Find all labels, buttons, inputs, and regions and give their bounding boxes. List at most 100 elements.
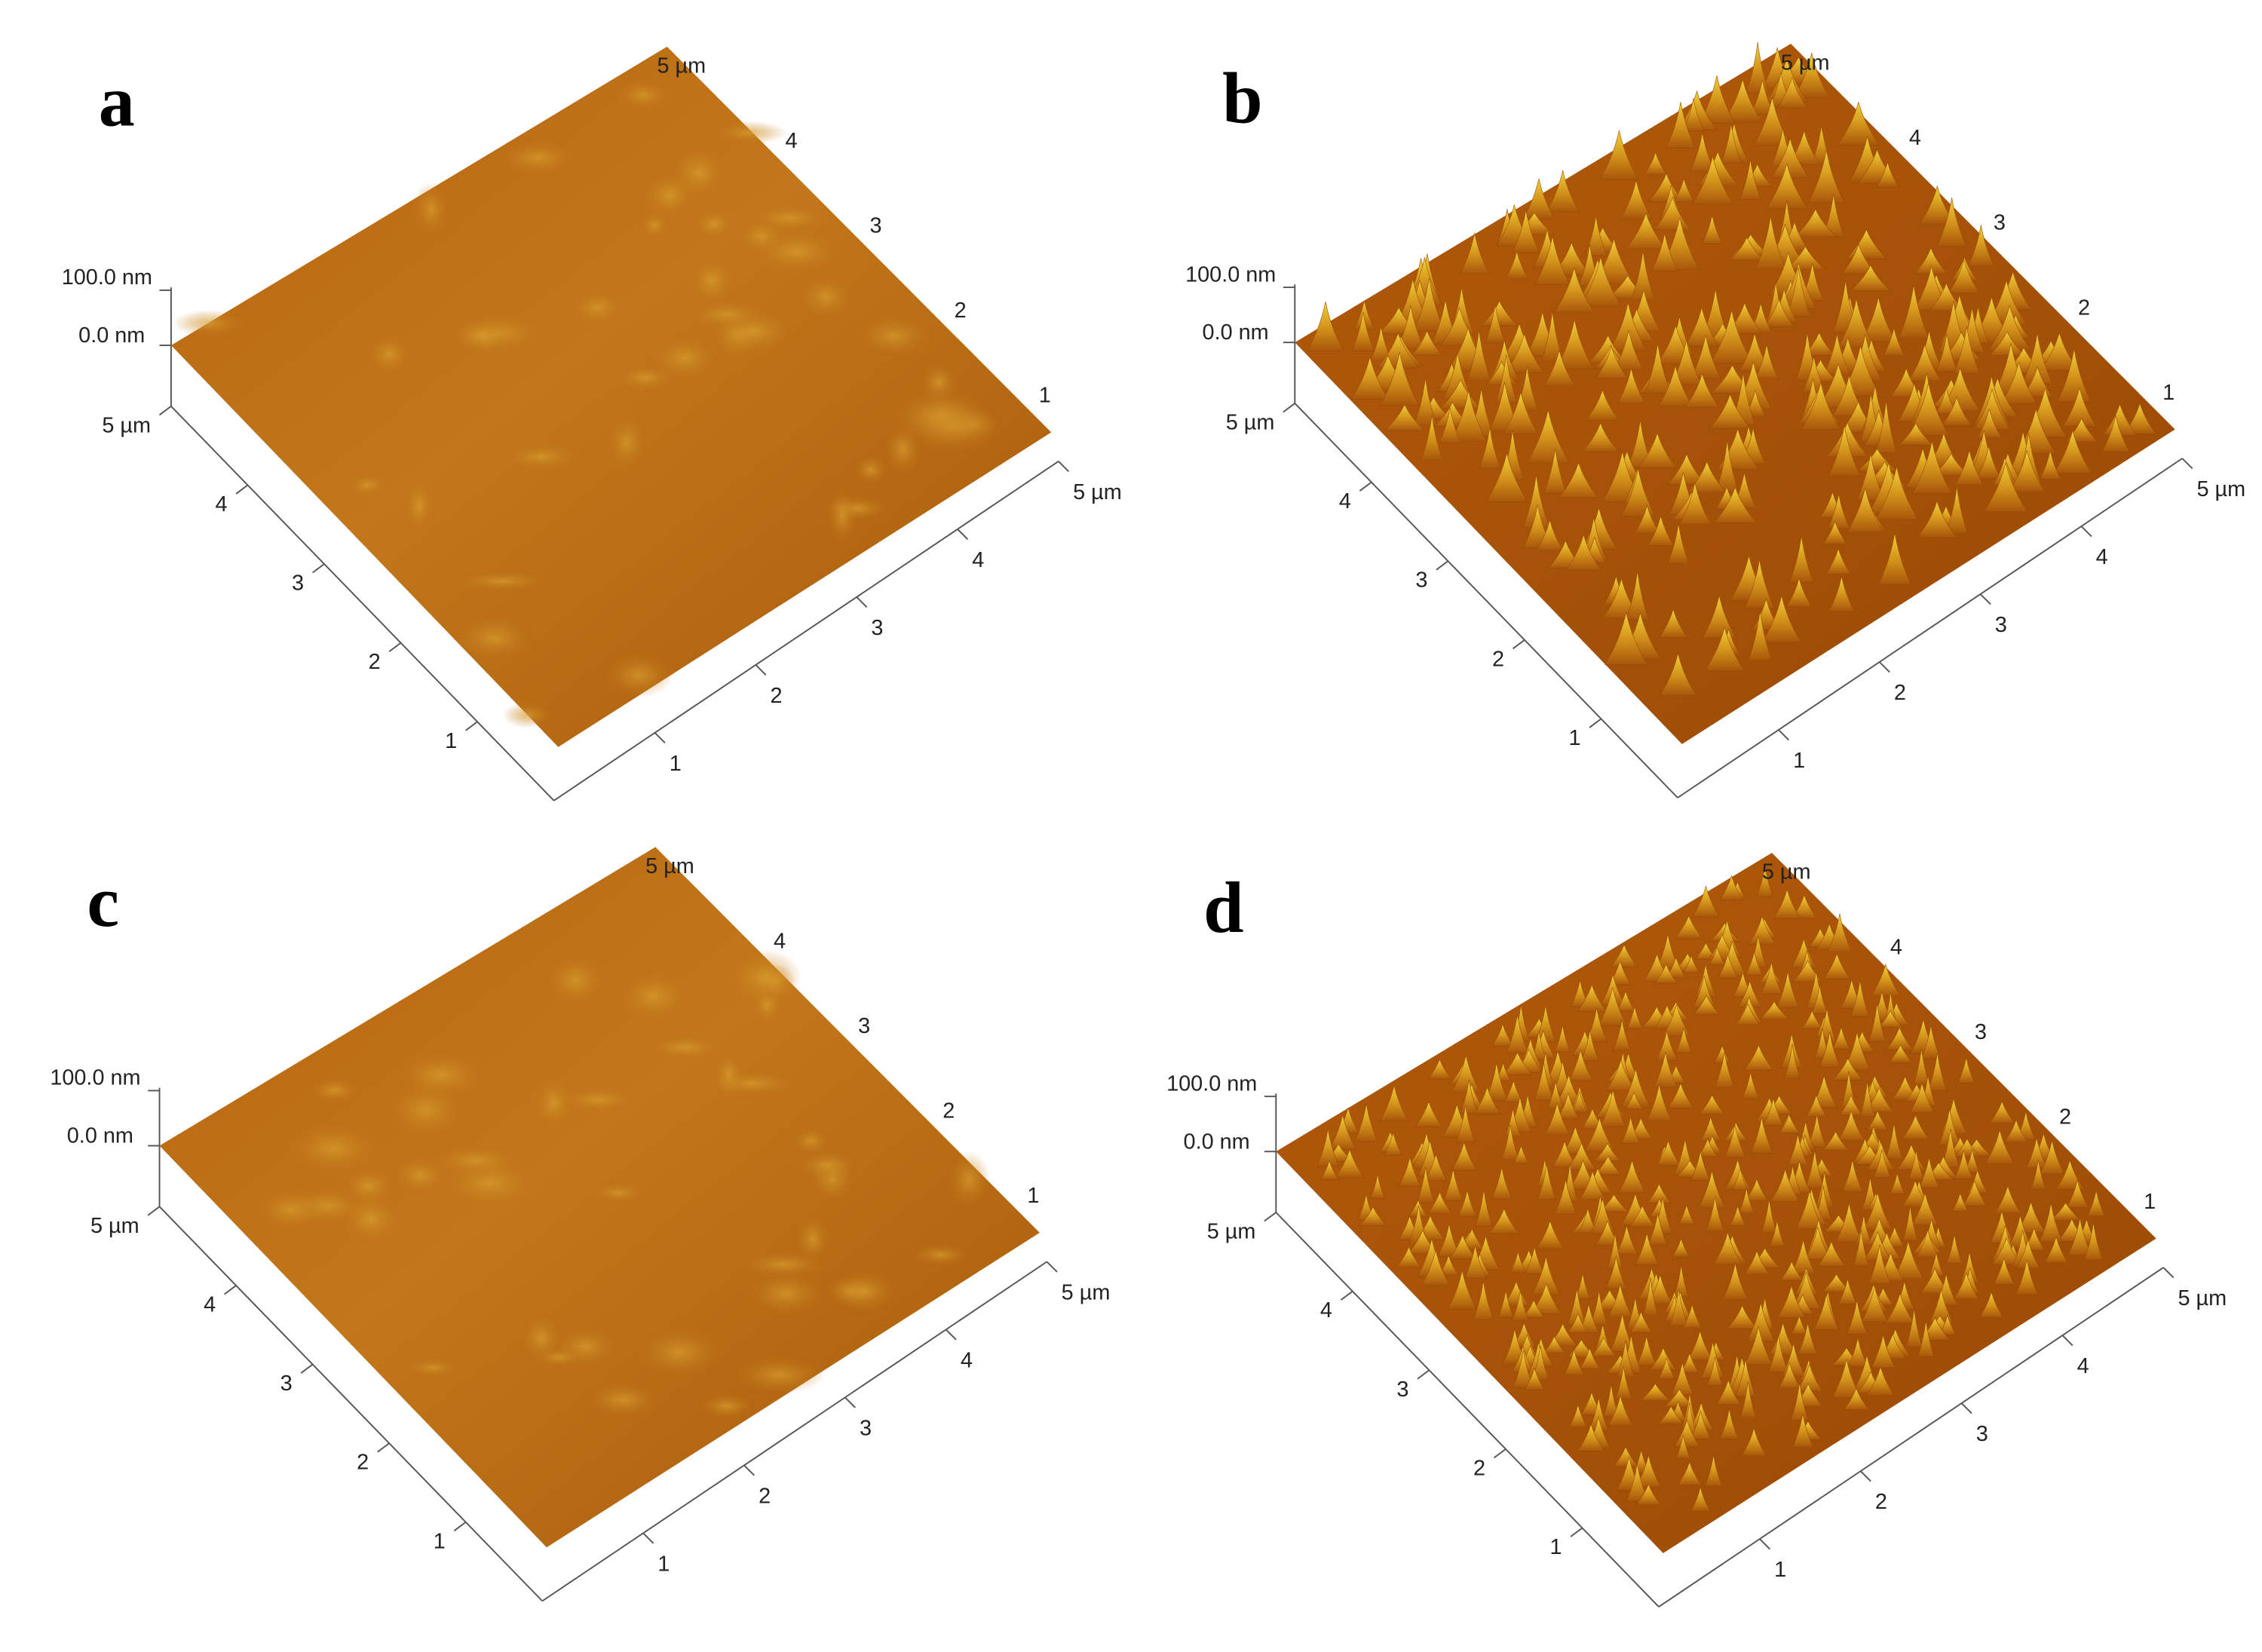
surface-texture [826, 489, 858, 544]
surface-texture [792, 1127, 829, 1154]
peak [1697, 1170, 1726, 1209]
peak [1929, 1289, 1954, 1323]
peak [1745, 1178, 1769, 1201]
peak [1816, 1240, 1846, 1267]
peak [1617, 1340, 1635, 1378]
surface-texture [831, 1270, 897, 1313]
peak [1329, 1114, 1357, 1150]
peak [1497, 1290, 1514, 1318]
peak [1861, 1286, 1889, 1323]
peak [1557, 1093, 1580, 1120]
right-tick [1860, 1470, 1871, 1482]
peak [2084, 1222, 2103, 1261]
peak [1822, 1131, 1850, 1151]
left-tick-label: 3 [280, 1372, 293, 1396]
peak [1753, 97, 1792, 146]
right-tick [2061, 1335, 2074, 1347]
peak [1614, 329, 1644, 370]
peak [1954, 1150, 1973, 1179]
peak [1442, 352, 1473, 400]
back-tick-label: 4 [785, 129, 797, 153]
peak [1855, 1215, 1872, 1245]
right-tick-label: 5 µm [1062, 1280, 1111, 1304]
peak [1847, 1338, 1868, 1367]
panel: c 100.0 nm 0.0 nm 5 µm 4 3 2 1 5 µm 4 3 2 1 1 2 3 4 5 µm [50, 847, 1111, 1602]
panel: d 100.0 nm 0.0 nm 5 µm 4 3 2 1 5 µm 4 3 2 1 1 2 3 4 5 µm [1166, 853, 2227, 1608]
right-tick [1979, 593, 1991, 605]
peak [1993, 1258, 2015, 1285]
peak [1575, 1273, 1591, 1300]
right-tick [1759, 1538, 1770, 1550]
peak [1678, 1204, 1695, 1224]
peak [1916, 1230, 1939, 1258]
peak [2102, 403, 2138, 436]
peak [1988, 305, 2031, 351]
peak [1450, 1055, 1482, 1093]
peak [1837, 101, 1880, 146]
peak [1457, 1190, 1477, 1217]
peak [1558, 461, 1599, 498]
peak [1917, 500, 1957, 538]
peak [1512, 210, 1540, 253]
peak [1890, 1173, 1905, 1194]
peak [1448, 1234, 1477, 1259]
peak [1351, 312, 1375, 351]
peak [1838, 1094, 1863, 1116]
peak [1473, 1086, 1501, 1114]
peak [1962, 1179, 1988, 1206]
peak [1822, 194, 1845, 238]
peak [1503, 1280, 1530, 1306]
left-tick-label: 5 µm [1207, 1220, 1256, 1244]
surface-texture [347, 474, 388, 495]
peak [1512, 1291, 1529, 1321]
peak [1666, 1082, 1694, 1109]
peak [1459, 232, 1490, 274]
peak [1876, 161, 1899, 188]
peak [1546, 170, 1580, 213]
peak [1846, 488, 1884, 533]
peak [1608, 1284, 1633, 1318]
peak [1827, 913, 1853, 952]
panel-label: c [87, 861, 119, 942]
peak [1647, 1183, 1672, 1203]
peak [1653, 196, 1692, 231]
left-tick-label: 5 µm [1226, 410, 1275, 434]
peak [1909, 1083, 1935, 1114]
peak [1908, 344, 1942, 382]
peak [1634, 1233, 1660, 1265]
left-axis [158, 1206, 543, 1602]
peak [1666, 956, 1687, 979]
peak [1743, 1044, 1774, 1071]
peak [1898, 284, 1929, 339]
peak [1639, 1383, 1671, 1402]
peak [2066, 1180, 2089, 1208]
peak [2040, 1140, 2065, 1175]
peak [1617, 368, 1646, 404]
peak [1655, 1031, 1678, 1061]
peak [1719, 1408, 1739, 1439]
peak [1883, 328, 1905, 357]
peak [1792, 960, 1823, 982]
right-tick [2162, 1267, 2175, 1279]
peak [1953, 326, 1980, 374]
peak [1697, 1138, 1718, 1157]
peak [1856, 448, 1899, 472]
left-tick-label: 3 [1396, 1378, 1408, 1402]
peak [1657, 1405, 1684, 1424]
left-tick [1417, 1369, 1430, 1380]
peak [1988, 331, 2026, 356]
peak [1534, 1005, 1557, 1043]
surface-texture [712, 121, 787, 145]
peak [1615, 1225, 1638, 1255]
peak [1442, 1169, 1464, 1201]
peak [1979, 1291, 2003, 1318]
peak [1595, 345, 1629, 379]
surface-texture [543, 954, 608, 1007]
peak [1584, 216, 1608, 256]
peak [1942, 396, 1972, 426]
peak [1748, 610, 1773, 661]
peak [1741, 1072, 1760, 1099]
right-tick [856, 596, 868, 608]
right-tick-label: 3 [860, 1416, 872, 1440]
peak [1913, 1048, 1930, 1085]
